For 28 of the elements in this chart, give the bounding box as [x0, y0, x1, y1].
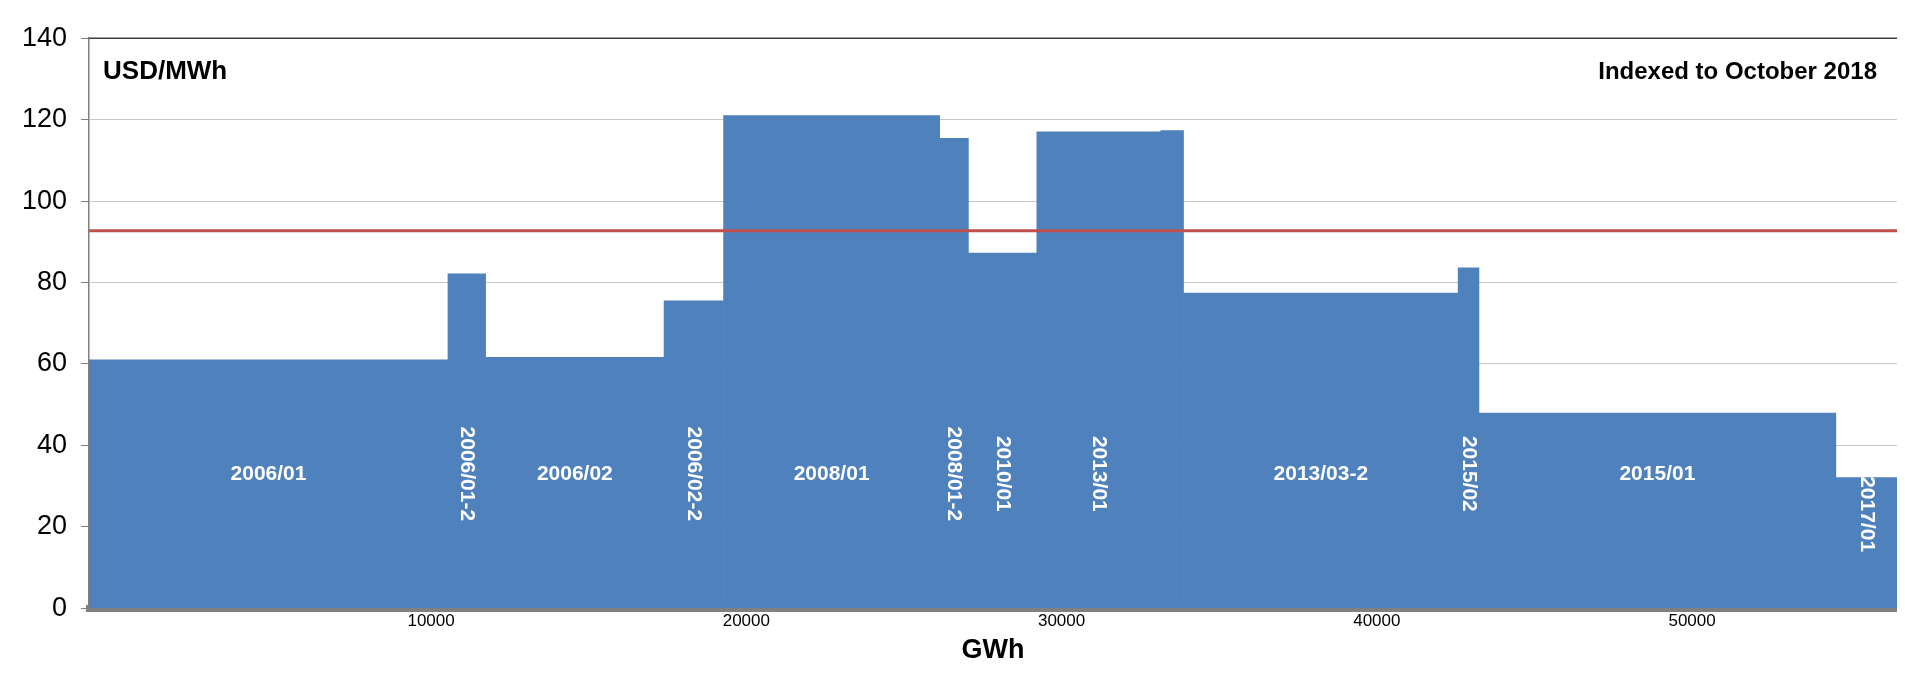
y-axis-title: USD/MWh [103, 55, 228, 86]
category-label: 2006/01 [230, 460, 307, 484]
x-axis-title: GWh [961, 634, 1025, 665]
category-label: 2008/01 [793, 460, 870, 484]
y-tick-label: 60 [37, 347, 68, 378]
y-tick-label: 100 [21, 184, 68, 215]
y-tick-label: 120 [21, 103, 68, 134]
x-tick-label: 10000 [407, 611, 455, 631]
x-tick-label: 40000 [1353, 611, 1401, 631]
y-tick-label: 40 [37, 428, 68, 459]
category-label: 2006/01-2 [457, 426, 480, 522]
x-tick-label: 50000 [1668, 611, 1716, 631]
y-tick-label: 0 [52, 591, 68, 622]
category-label: 2010/01 [992, 435, 1016, 512]
annotation: Indexed to October 2018 [1598, 56, 1877, 84]
x-tick-label: 20000 [722, 611, 770, 631]
y-tick-label: 80 [37, 265, 68, 296]
category-label: 2015/01 [1619, 460, 1696, 484]
category-label: 2006/02-2 [684, 426, 708, 522]
category-label: 2008/01-2 [944, 426, 968, 522]
y-tick-label: 20 [37, 510, 68, 541]
x-tick-label: 30000 [1037, 611, 1086, 631]
y-tick-label: 140 [21, 21, 68, 52]
category-label: 2006/02 [536, 460, 613, 484]
category-label: 2015/02 [1458, 435, 1482, 512]
category-label: 2013/01 [1088, 435, 1112, 512]
category-label: 2013/03-2 [1273, 460, 1369, 484]
category-label: 2017/01 [1856, 476, 1880, 553]
